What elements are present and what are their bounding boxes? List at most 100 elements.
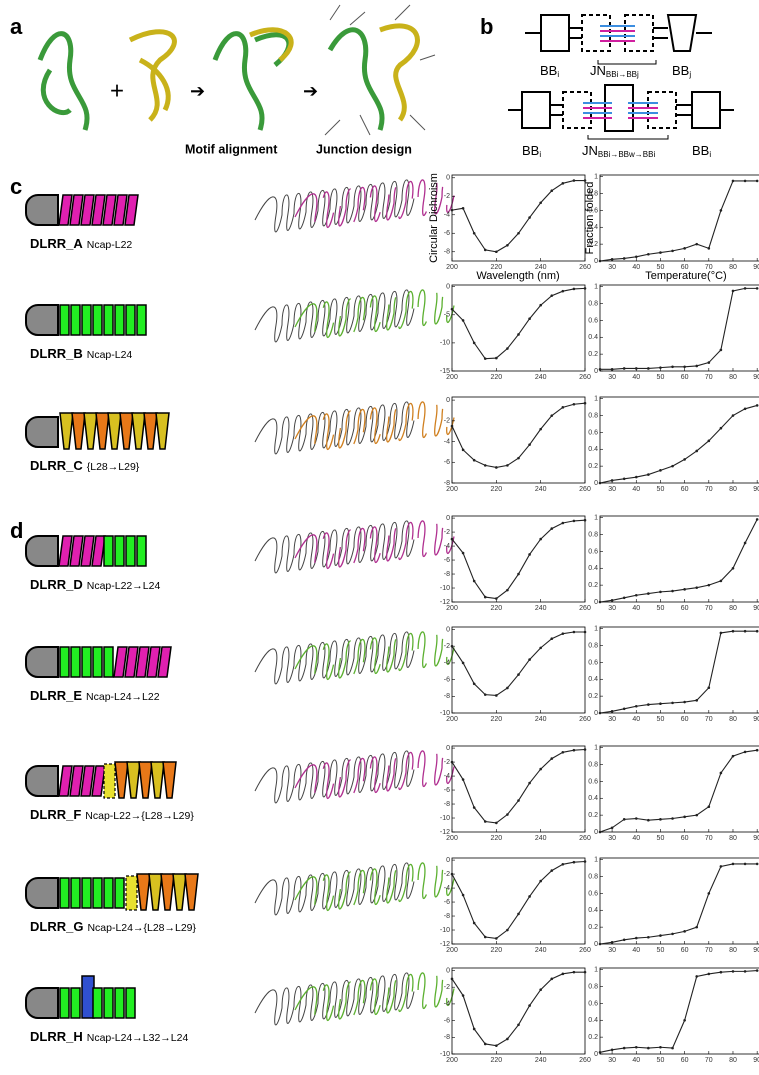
data-point (484, 596, 487, 599)
x-tick-label: 50 (657, 947, 665, 954)
data-point (506, 464, 509, 467)
data-point (584, 971, 587, 974)
data-point (495, 1044, 498, 1047)
data-point (623, 596, 626, 599)
y-tick-label: -2 (444, 871, 450, 878)
x-tick-label: 200 (446, 374, 458, 381)
data-point (683, 1019, 686, 1022)
x-tick-label: 240 (535, 835, 547, 842)
construct-name: DLRR_FNcap-L22→{L28→L29} (30, 807, 194, 822)
x-tick-label: 30 (608, 264, 616, 271)
construct-desc: Ncap-L24→{L28→L29} (87, 922, 196, 934)
x-tick-label: 30 (608, 947, 616, 954)
data-point (744, 863, 747, 866)
data-point (611, 826, 614, 829)
y-tick-label: 0.2 (588, 582, 598, 589)
data-point (473, 580, 476, 583)
data-point (647, 367, 650, 370)
y-tick-label: 0.4 (588, 676, 598, 683)
x-tick-label: 200 (446, 486, 458, 493)
data-point (647, 703, 650, 706)
x-tick-label: 60 (681, 374, 689, 381)
repeat (93, 305, 102, 335)
repeat (104, 305, 113, 335)
data-line (452, 181, 585, 252)
data-point (708, 973, 711, 976)
x-tick-label: 200 (446, 1057, 458, 1064)
data-point (611, 258, 614, 261)
repeat (127, 762, 140, 798)
repeat (115, 762, 128, 798)
data-point (756, 180, 759, 183)
x-tick-label: 220 (490, 605, 502, 612)
x-tick-label: 260 (579, 264, 591, 271)
data-point (683, 816, 686, 819)
data-point (599, 260, 602, 263)
y-tick-label: -2 (444, 193, 450, 200)
repeat (82, 305, 91, 335)
data-point (550, 414, 553, 417)
panel-label: b (480, 14, 493, 39)
label-main: BB (692, 143, 709, 158)
y-tick-label: 0 (446, 175, 450, 182)
repeat (163, 762, 176, 798)
repeat (185, 874, 198, 910)
data-point (528, 895, 531, 898)
construct-id: DLRR_C (30, 458, 83, 473)
data-point (732, 755, 735, 758)
data-point (451, 645, 454, 648)
x-tick-label: 40 (632, 486, 640, 493)
ncap (26, 195, 58, 225)
label-sub: BBi→BBj (606, 70, 639, 79)
data-point (584, 287, 587, 290)
y-tick-label: -8 (444, 693, 450, 700)
data-point (473, 682, 476, 685)
x-tick-label: 200 (446, 716, 458, 723)
x-tick-label: 200 (446, 264, 458, 271)
data-point (635, 594, 638, 597)
data-point (550, 757, 553, 760)
x-tick-label: 40 (632, 605, 640, 612)
label-main: BB (540, 63, 557, 78)
data-point (495, 694, 498, 697)
y-tick-label: 0.4 (588, 565, 598, 572)
x-tick-label: 80 (729, 374, 737, 381)
x-tick-label: 50 (657, 374, 665, 381)
data-point (550, 189, 553, 192)
x-tick-label: 40 (632, 716, 640, 723)
data-point (517, 799, 520, 802)
x-tick-label: 240 (535, 374, 547, 381)
y-tick-label: -8 (444, 913, 450, 920)
data-point (611, 941, 614, 944)
y-tick-label: 0.4 (588, 907, 598, 914)
data-point (562, 406, 565, 409)
data-point (550, 527, 553, 530)
data-point (732, 863, 735, 866)
structure (255, 402, 414, 454)
data-point (744, 287, 747, 290)
construct-id: DLRR_H (30, 1029, 83, 1044)
x-tick-label: 260 (579, 486, 591, 493)
data-line (600, 181, 757, 261)
data-point (451, 308, 454, 311)
repeat (132, 413, 145, 449)
repeat (120, 413, 133, 449)
axis-title: Circular Dichroism (428, 173, 440, 263)
x-tick-label: 80 (729, 947, 737, 954)
data-point (584, 179, 587, 182)
repeat (126, 305, 135, 335)
structure (295, 287, 454, 339)
data-point (732, 180, 735, 183)
x-tick-label: 40 (632, 1057, 640, 1064)
data-point (659, 1046, 662, 1049)
y-tick-label: 0.2 (588, 812, 598, 819)
y-tick-label: 0.8 (588, 412, 598, 419)
x-tick-label: 50 (657, 835, 665, 842)
data-point (635, 255, 638, 258)
data-point (573, 749, 576, 752)
data-point (671, 702, 674, 705)
data-point (573, 179, 576, 182)
data-point (744, 408, 747, 411)
data-point (539, 768, 542, 771)
y-tick-label: 1 (594, 174, 598, 181)
